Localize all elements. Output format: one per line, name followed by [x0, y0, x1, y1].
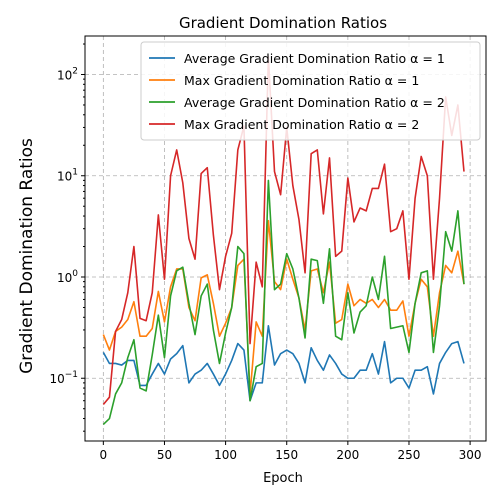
series-line-2 — [102, 219, 465, 395]
x-tick-label: 100 — [214, 448, 237, 462]
series-line-3 — [102, 179, 465, 425]
y-axis-label: Gradient Domination Ratios — [17, 138, 37, 374]
legend-label: Average Gradient Domination Ratio α = 1 — [184, 51, 445, 66]
y-tick-label: 100 — [57, 269, 78, 285]
legend-box — [140, 41, 481, 141]
series-line-1 — [102, 324, 465, 402]
legend-label: Average Gradient Domination Ratio α = 2 — [184, 95, 445, 110]
series-line-4 — [102, 55, 465, 406]
chart-title: Gradient Domination Ratios — [179, 14, 387, 32]
series-lines — [102, 55, 465, 425]
plot-frame — [84, 35, 487, 442]
x-tick-label: 50 — [157, 448, 172, 462]
y-axis-ticks: 10−1 100 101 102 — [49, 43, 85, 432]
x-tick-label: 150 — [275, 448, 298, 462]
x-tick-label: 200 — [336, 448, 359, 462]
x-tick-label: 0 — [100, 448, 108, 462]
y-tick-label: 10−1 — [49, 370, 78, 386]
legend: Average Gradient Domination Ratio α = 1 M… — [140, 41, 481, 141]
x-axis-ticks: 0 50 100 150 200 250 300 — [100, 441, 482, 462]
y-tick-label: 102 — [57, 66, 78, 82]
x-tick-label: 250 — [398, 448, 421, 462]
x-axis-label: Epoch — [263, 471, 303, 486]
legend-label: Max Gradient Domination Ratio α = 1 — [184, 73, 419, 88]
x-tick-label: 300 — [459, 448, 482, 462]
legend-label: Max Gradient Domination Ratio α = 2 — [184, 117, 419, 132]
y-tick-label: 101 — [57, 168, 78, 184]
